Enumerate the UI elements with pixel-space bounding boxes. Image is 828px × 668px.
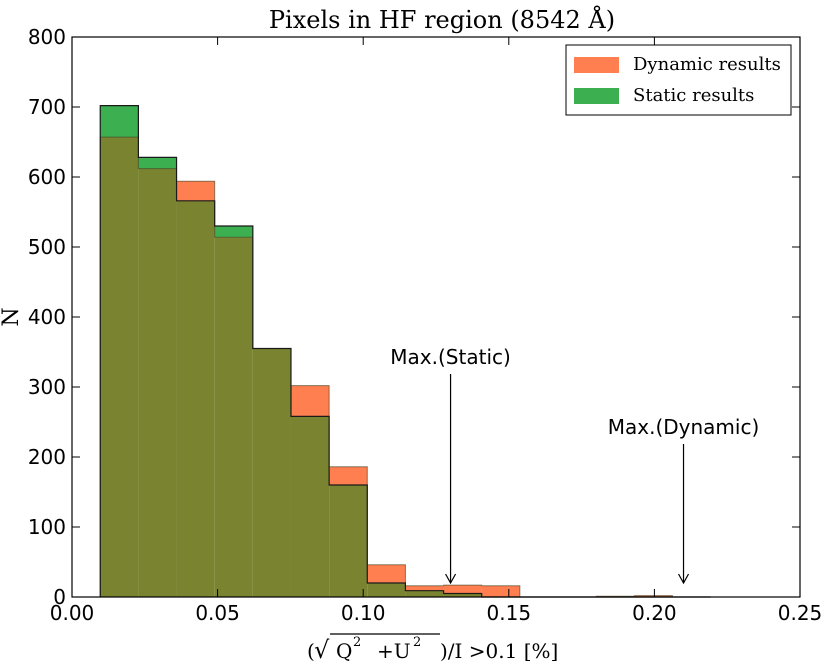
bar-overlap [252,348,291,597]
bar-static [100,105,139,138]
bar-dynamic [290,385,330,417]
x-tick-label: 0.05 [195,601,240,625]
bar-dynamic [443,585,482,594]
y-tick-label: 400 [28,305,66,329]
y-axis-label: N [0,307,24,326]
annotation-label: Max.(Static) [390,345,511,369]
bar-dynamic [481,585,520,597]
y-tick-label: 800 [28,25,66,49]
bar-overlap [290,416,330,597]
bar-dynamic [329,466,368,485]
y-tick-label: 200 [28,445,66,469]
bar-overlap [100,137,139,597]
y-tick-label: 0 [53,585,66,609]
legend: Dynamic results Static results [565,44,792,116]
sqrt-symbol: √ [314,636,330,664]
bar-overlap [214,237,253,597]
y-tick-label: 700 [28,95,66,119]
x-label-suffix: )/I >0.1 [%] [440,639,558,663]
bar-static [214,226,253,238]
bar-static [138,157,177,169]
x-tick-label: 0.25 [778,601,823,625]
y-tick-label: 100 [28,515,66,539]
bar-overlap [329,485,368,597]
x-label-exp-q: 2 [353,635,361,650]
bar-overlap [176,200,215,598]
bar-dynamic [367,564,406,583]
y-tick-label: 600 [28,165,66,189]
bar-dynamic [176,181,215,201]
bar-overlap [367,583,406,597]
bar-dynamic [634,595,673,597]
x-label-exp-u: 2 [413,635,421,650]
x-label-q: Q [336,639,352,663]
legend-swatch-dynamic [574,57,619,73]
legend-label-dynamic: Dynamic results [633,54,781,75]
bar-overlap [405,590,444,597]
x-label-open-paren: ( [307,639,315,663]
bar-dynamic [405,585,444,591]
annotation-arrow-head [677,573,690,585]
annotation-label: Max.(Dynamic) [608,415,760,439]
annotation-arrow-head [445,573,457,585]
x-tick-label: 0.20 [632,601,677,625]
legend-label-static: Static results [633,85,754,106]
chart-title: Pixels in HF region (8542 Å) [269,5,615,34]
bar-overlap [443,593,482,597]
legend-swatch-static [574,88,619,104]
bar-overlap [138,168,177,597]
x-label-plus-u: +U [377,639,411,663]
y-tick-label: 500 [28,235,66,259]
x-tick-label: 0.10 [341,601,386,625]
x-tick-label: 0.15 [487,601,532,625]
x-tick-label: 0.00 [50,601,95,625]
x-axis-label: ( √ Q 2 +U 2 )/I >0.1 [%] [307,633,558,664]
y-tick-label: 300 [28,375,66,399]
